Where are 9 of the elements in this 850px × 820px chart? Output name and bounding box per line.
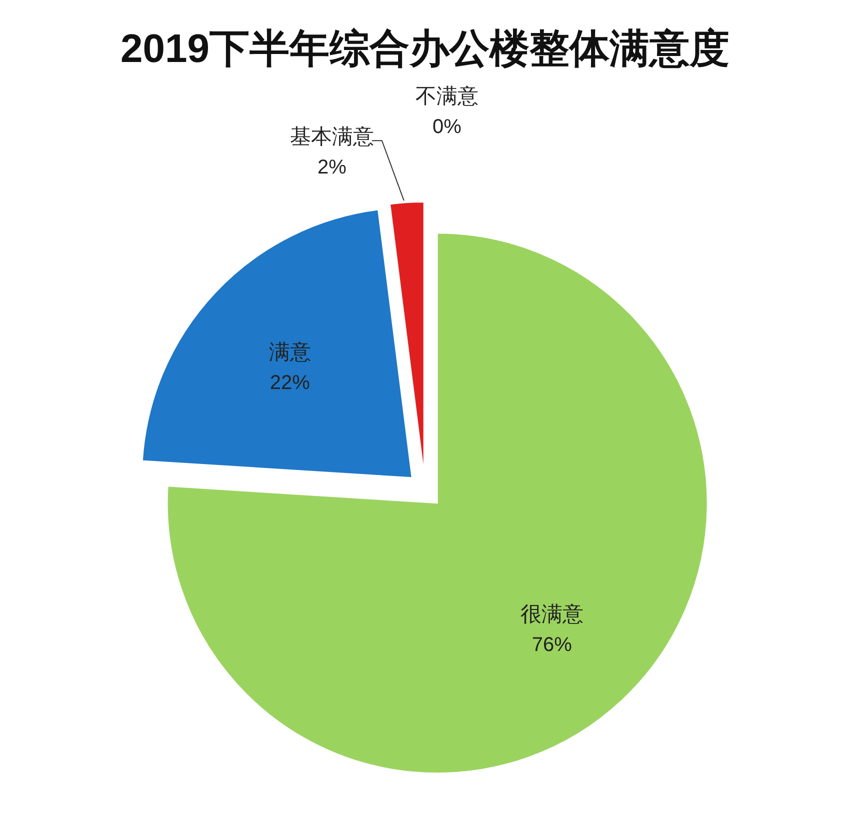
text: 0% bbox=[432, 116, 462, 138]
data-label: 76% bbox=[532, 634, 572, 656]
slice-label: 很满意 bbox=[520, 603, 584, 626]
data-label: 22% bbox=[270, 372, 310, 394]
chart-title: 2019下半年综合办公楼整体满意度 bbox=[120, 27, 730, 71]
category-label: 不满意 bbox=[416, 85, 478, 108]
data-label: 2% bbox=[317, 156, 347, 179]
slice-label: 满意 bbox=[268, 341, 311, 364]
slice-label: 基本满意 bbox=[290, 126, 374, 149]
